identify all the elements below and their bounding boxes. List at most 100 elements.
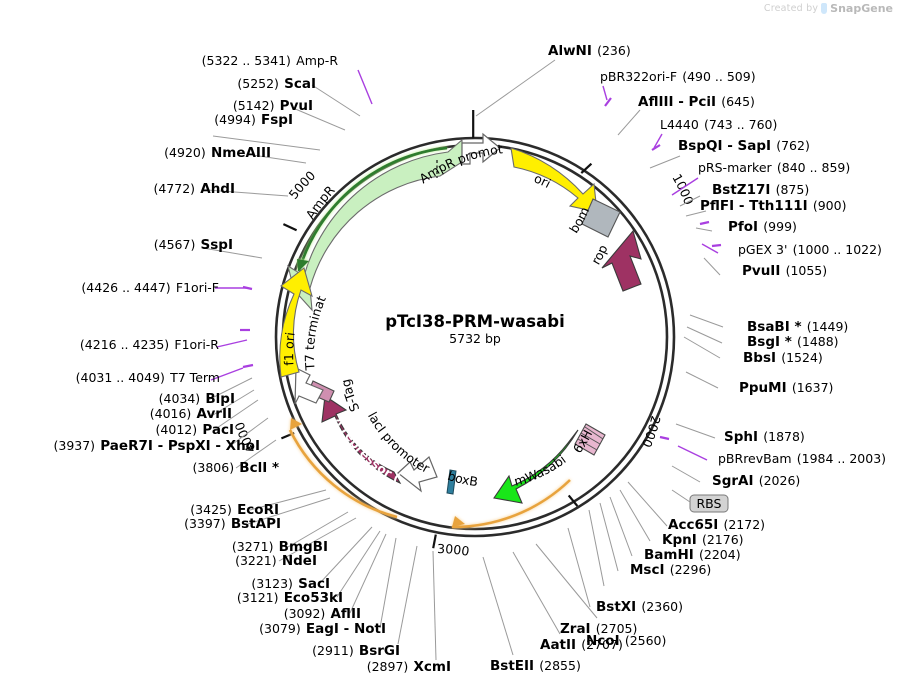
map-label-alwni[interactable]: AlwNI (236)	[548, 44, 631, 59]
map-label-pbr322ori-f[interactable]: pBR322ori-F (490 .. 509)	[600, 70, 756, 85]
map-label-bbsi[interactable]: BbsI (1524)	[743, 351, 823, 366]
map-label-bamhi[interactable]: BamHI (2204)	[644, 548, 741, 563]
map-label-scai[interactable]: (5252) ScaI	[237, 77, 316, 92]
map-label-sgrai[interactable]: SgrAI (2026)	[712, 474, 800, 489]
map-label-pflfi-tth111i[interactable]: PflFI - Tth111I (900)	[700, 199, 846, 214]
feature-t7-terminator[interactable]	[294, 367, 324, 405]
map-label-pfoi[interactable]: PfoI (999)	[728, 220, 797, 235]
map-label-xcmi[interactable]: (2897) XcmI	[367, 660, 451, 675]
map-label-aatii[interactable]: AatII (2707)	[540, 638, 623, 653]
map-label-blpi[interactable]: (4034) BlpI	[159, 392, 235, 407]
map-label-bsrgi[interactable]: (2911) BsrGI	[312, 644, 400, 659]
map-label-name: F1ori-R	[174, 337, 219, 352]
map-label-eagi-noti[interactable]: (3079) EagI - NotI	[259, 622, 386, 637]
map-label-fspi[interactable]: (4994) FspI	[214, 113, 293, 128]
map-label-position: (3271)	[231, 539, 274, 554]
map-label-name: SphI	[724, 429, 759, 445]
map-label-nmeaiii[interactable]: (4920) NmeAIII	[164, 146, 271, 161]
map-label-position: (2176)	[701, 532, 744, 547]
map-label-bstz17i[interactable]: BstZ17I (875)	[712, 183, 809, 198]
map-label-pvui[interactable]: (5142) PvuI	[233, 99, 313, 114]
map-label-position: (4994)	[214, 112, 256, 127]
map-label-name: BspQI - SapI	[678, 138, 772, 154]
map-label-bmgbi[interactable]: (3271) BmgBI	[232, 540, 328, 555]
map-label-pbrrevbam[interactable]: pBRrevBam (1984 .. 2003)	[718, 452, 886, 467]
feature-bom[interactable]	[581, 198, 621, 238]
map-label-name: PpuMI	[739, 380, 787, 396]
map-label-bsteii[interactable]: BstEII (2855)	[490, 659, 581, 674]
map-label-aflii[interactable]: (3092) AflII	[284, 607, 361, 622]
feature-mwasabi[interactable]	[493, 429, 579, 504]
leader-lines-left	[202, 69, 437, 661]
map-label-name: BsrGI	[358, 643, 400, 659]
map-label-name: AflII	[330, 606, 361, 622]
map-label-position: (2897)	[366, 659, 409, 674]
feature-rop[interactable]	[601, 229, 642, 292]
map-label-ecori[interactable]: (3425) EcoRI	[190, 503, 279, 518]
map-label-name: BstZ17I	[712, 182, 771, 198]
map-label-name: FspI	[261, 112, 293, 128]
map-label-zrai[interactable]: ZraI (2705)	[560, 622, 637, 637]
map-label-bcli[interactable]: (3806) BclI *	[193, 461, 279, 476]
map-label-ncoi[interactable]: NcoI (2560)	[586, 634, 666, 649]
map-label-bspqi-sapi[interactable]: BspQI - SapI (762)	[678, 139, 810, 154]
map-label-name: T7 Term	[170, 370, 220, 385]
map-label-kpni[interactable]: KpnI (2176)	[662, 533, 744, 548]
map-label-f1ori-r[interactable]: (4216 .. 4235) F1ori-R	[80, 338, 219, 353]
map-label-position: (4012)	[155, 422, 198, 437]
map-label-eco53ki[interactable]: (3121) Eco53kI	[237, 591, 343, 606]
map-label-f1ori-f[interactable]: (4426 .. 4447) F1ori-F	[81, 281, 219, 296]
feature-f1-ori[interactable]	[279, 267, 313, 378]
map-label-name: SacI	[298, 576, 330, 592]
map-label-position: (2911)	[312, 643, 354, 658]
map-label-name: MscI	[630, 562, 665, 578]
map-label-msci[interactable]: MscI (2296)	[630, 563, 711, 578]
map-label-name: AhdI	[200, 181, 235, 197]
map-label-name: AflIII - PciI	[638, 94, 717, 110]
map-label-saci[interactable]: (3123) SacI	[251, 577, 330, 592]
map-label-position: (3092)	[283, 606, 326, 621]
map-label-paci[interactable]: (4012) PacI	[156, 423, 234, 438]
feature-ampr-promoter[interactable]	[461, 132, 501, 165]
map-label-afliii-pcii[interactable]: AflIII - PciI (645)	[638, 95, 755, 110]
map-label-bsgi[interactable]: BsgI * (1488)	[747, 335, 839, 350]
map-label-position: (2204)	[699, 547, 741, 562]
map-label-position: (3937)	[53, 438, 96, 453]
map-label-bstapi[interactable]: (3397) BstAPI	[184, 517, 281, 532]
map-label-sphi[interactable]: SphI (1878)	[724, 430, 805, 445]
page-title: pTcI38-PRM-wasabi	[385, 312, 564, 331]
map-label-ndei[interactable]: (3221) NdeI	[235, 554, 317, 569]
feature-label-f1-ori: f1 ori	[281, 331, 298, 366]
map-label-sspi[interactable]: (4567) SspI	[154, 238, 233, 253]
map-label-l4440[interactable]: L4440 (743 .. 760)	[660, 118, 777, 133]
map-label-prs-marker[interactable]: pRS-marker (840 .. 859)	[698, 161, 850, 176]
map-label-position: (4920)	[164, 145, 206, 160]
map-label-position: (4567)	[153, 237, 196, 252]
map-label-name: NdeI	[281, 553, 317, 569]
map-label-name: pBR322ori-F	[600, 69, 678, 84]
feature-rbs-badge[interactable]: RBS	[689, 494, 729, 513]
map-label-name: NcoI	[586, 633, 620, 649]
map-label-ppumi[interactable]: PpuMI (1637)	[739, 381, 833, 396]
map-label-name: BstEII	[490, 658, 535, 674]
map-label-name: AvrII	[196, 406, 232, 422]
map-label-name: KpnI	[662, 532, 697, 548]
feature-label-ori: ori	[532, 170, 553, 191]
map-label-position: (2560)	[624, 633, 667, 648]
map-label-amp-r[interactable]: (5322 .. 5341) Amp-R	[202, 54, 338, 69]
map-label-bsabi[interactable]: BsaBI * (1449)	[747, 320, 848, 335]
map-label-ahdi[interactable]: (4772) AhdI	[153, 182, 235, 197]
map-label-t7-term[interactable]: (4031 .. 4049) T7 Term	[76, 371, 220, 386]
map-label-paer7i-pspxi-xhoi[interactable]: (3937) PaeR7I - PspXI - XhoI	[53, 439, 260, 454]
feature-boxb[interactable]	[446, 469, 457, 495]
map-label-position: (2360)	[641, 599, 683, 614]
map-label-name: PaeR7I - PspXI - XhoI	[100, 438, 260, 454]
plasmid-size: 5732 bp	[449, 331, 501, 346]
map-label-bstxi[interactable]: BstXI (2360)	[596, 600, 683, 615]
map-label-acc65i[interactable]: Acc65I (2172)	[668, 518, 765, 533]
map-label-pgex-3[interactable]: pGEX 3' (1000 .. 1022)	[738, 243, 882, 258]
map-label-pvuii[interactable]: PvuII (1055)	[742, 264, 827, 279]
feature-laci-promoter[interactable]	[397, 455, 438, 493]
feature-6xhis[interactable]	[574, 423, 606, 456]
map-label-avrii[interactable]: (4016) AvrII	[150, 407, 232, 422]
